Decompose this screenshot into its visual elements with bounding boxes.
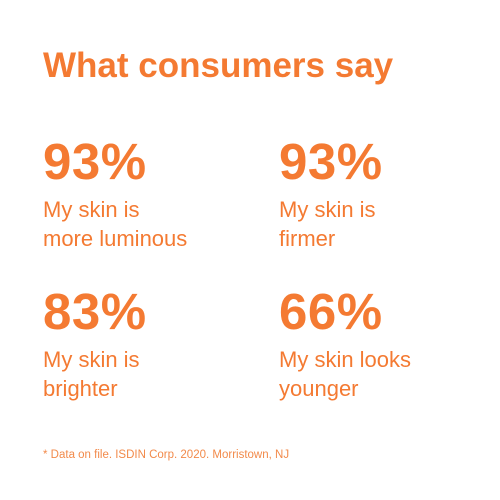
stat-label-line: My skin looks bbox=[279, 347, 412, 372]
footnote: * Data on file. ISDIN Corp. 2020. Morris… bbox=[43, 449, 290, 461]
stat-block-younger: 66% My skin looks younger bbox=[279, 285, 494, 403]
stat-block-firmer: 93% My skin is firmer bbox=[279, 135, 494, 253]
stat-value: 93% bbox=[279, 133, 383, 190]
stat-label-line: My skin is bbox=[43, 347, 140, 372]
stat-value: 93% bbox=[43, 133, 147, 190]
stat-label-line: younger bbox=[279, 376, 359, 401]
stat-label: My skin looks younger bbox=[279, 345, 494, 403]
stat-value: 66% bbox=[279, 283, 383, 340]
stat-label-line: brighter bbox=[43, 376, 118, 401]
stat-label-line: firmer bbox=[279, 226, 336, 251]
page-title: What consumers say bbox=[43, 46, 394, 85]
stat-label: My skin is brighter bbox=[43, 345, 258, 403]
stat-label-line: more luminous bbox=[43, 226, 188, 251]
stat-label: My skin is more luminous bbox=[43, 195, 258, 253]
stat-block-brighter: 83% My skin is brighter bbox=[43, 285, 258, 403]
stat-block-luminous: 93% My skin is more luminous bbox=[43, 135, 258, 253]
stat-value: 83% bbox=[43, 283, 147, 340]
stat-label-line: My skin is bbox=[279, 197, 376, 222]
stat-label-line: My skin is bbox=[43, 197, 140, 222]
stat-label: My skin is firmer bbox=[279, 195, 494, 253]
